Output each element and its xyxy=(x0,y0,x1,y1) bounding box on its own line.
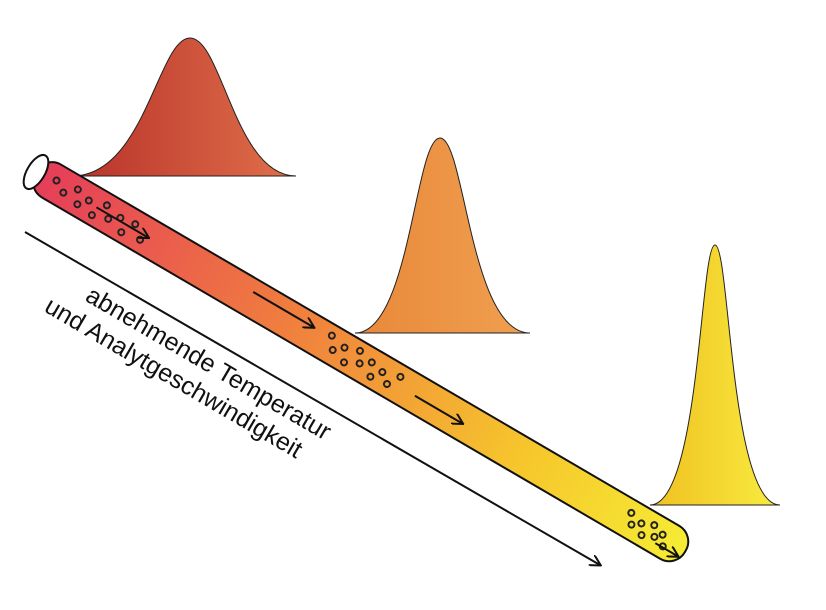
tube-opening xyxy=(22,153,50,191)
flow-arrow xyxy=(414,394,462,424)
peak xyxy=(354,137,531,334)
flow-arrow xyxy=(654,542,677,556)
direction-arrow xyxy=(24,231,600,565)
analyte-molecules xyxy=(52,176,667,551)
flow-arrow xyxy=(252,291,313,327)
capillary xyxy=(22,153,690,563)
peak xyxy=(71,37,297,177)
flow-arrow xyxy=(95,206,148,237)
peak xyxy=(649,244,781,506)
label: abnehmende Temperatur und Analytgeschwin… xyxy=(40,281,336,464)
